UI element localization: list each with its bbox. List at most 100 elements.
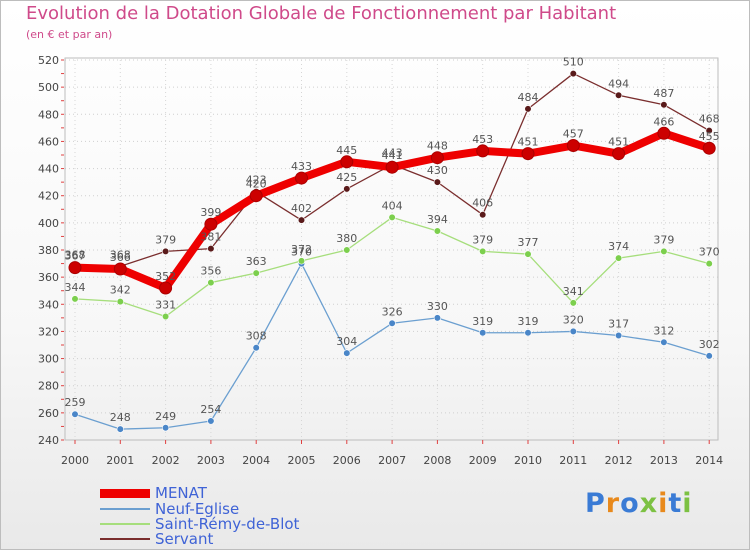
data-label-servant: 487 — [653, 87, 674, 100]
data-label-servant: 402 — [291, 202, 312, 215]
data-label-servant: 368 — [110, 248, 131, 261]
data-label-neuf-eglise: 330 — [427, 300, 448, 313]
x-tick-label: 2003 — [197, 454, 225, 467]
data-point-saint-r-my-de-blot — [207, 278, 215, 287]
data-label-servant: 368 — [65, 248, 86, 261]
legend-swatch-saint-remy — [100, 523, 150, 525]
data-point-servant — [433, 178, 442, 186]
data-label-servant: 484 — [518, 91, 539, 104]
data-label-saint-r-my-de-blot: 379 — [472, 233, 493, 246]
data-point-menat — [521, 147, 535, 161]
legend-item-saint-remy: Saint-Rémy-de-Blot — [100, 515, 299, 533]
data-point-saint-r-my-de-blot — [433, 227, 442, 235]
data-point-neuf-eglise — [614, 331, 623, 340]
data-point-servant — [162, 247, 170, 255]
data-label-saint-r-my-de-blot: 379 — [653, 233, 674, 246]
legend-item-menat: MENAT — [100, 484, 207, 502]
data-point-menat — [159, 281, 173, 295]
data-label-saint-r-my-de-blot: 344 — [65, 281, 86, 294]
data-point-neuf-eglise — [660, 338, 668, 346]
data-point-saint-r-my-de-blot — [297, 257, 306, 265]
data-point-menat — [340, 155, 354, 169]
x-tick-label: 2006 — [333, 454, 361, 467]
legend-item-neuf-eglise: Neuf-Eglise — [100, 500, 240, 518]
proxiti-logo: Proxiti — [585, 488, 693, 519]
data-point-menat — [566, 139, 580, 152]
data-label-neuf-eglise: 319 — [472, 315, 493, 328]
y-tick-label: 320 — [38, 325, 59, 338]
y-tick-label: 380 — [38, 244, 59, 257]
data-point-servant — [614, 91, 623, 99]
data-point-neuf-eglise — [71, 410, 79, 418]
data-label-neuf-eglise: 319 — [518, 315, 539, 328]
data-label-menat: 466 — [653, 115, 674, 128]
x-tick-label: 2013 — [650, 454, 678, 467]
logo-letter: P — [585, 488, 606, 519]
data-label-servant: 430 — [427, 164, 448, 177]
x-axis: 2000 2001 2002 2003 2004 2005 2006 2007 2008 2009… — [61, 440, 723, 467]
data-point-menat — [430, 151, 444, 165]
plot-border — [64, 57, 719, 441]
logo-letter: x — [639, 488, 659, 519]
data-label-neuf-eglise: 370 — [291, 246, 312, 259]
data-label-servant: 379 — [155, 233, 176, 246]
data-point-saint-r-my-de-blot — [252, 269, 260, 277]
data-point-menat — [385, 160, 399, 174]
data-label-menat: 448 — [427, 140, 448, 153]
legend-label-neuf-eglise: Neuf-Eglise — [155, 500, 240, 518]
data-label-neuf-eglise: 317 — [608, 318, 629, 331]
y-tick-label: 300 — [38, 353, 59, 366]
x-tick-label: 2005 — [288, 454, 316, 467]
x-tick-label: 2014 — [695, 454, 723, 467]
data-label-menat: 453 — [472, 133, 493, 146]
data-point-neuf-eglise — [343, 349, 351, 357]
x-tick-label: 2004 — [242, 454, 270, 467]
data-label-neuf-eglise: 302 — [699, 338, 720, 351]
y-tick-label: 240 — [38, 434, 59, 447]
series-layer — [68, 69, 716, 433]
data-point-menat — [702, 141, 716, 155]
data-label-neuf-eglise: 308 — [246, 330, 267, 343]
logo-letter: r — [605, 488, 621, 519]
data-label-saint-r-my-de-blot: 404 — [382, 199, 403, 212]
data-label-saint-r-my-de-blot: 370 — [699, 246, 720, 259]
data-labels: 259 248 249 254 308 370 304 326 330 319 319 320 317 3… — [65, 56, 720, 425]
data-point-servant — [705, 126, 713, 135]
data-point-menat — [295, 171, 308, 185]
data-label-menat: 451 — [608, 136, 629, 149]
y-tick-label: 340 — [38, 298, 59, 311]
data-label-menat: 399 — [200, 206, 221, 219]
data-point-saint-r-my-de-blot — [71, 295, 79, 303]
data-point-saint-r-my-de-blot — [162, 312, 170, 321]
data-label-neuf-eglise: 259 — [65, 396, 86, 409]
x-tick-label: 2000 — [61, 454, 89, 467]
data-point-servant — [297, 216, 306, 224]
grid — [64, 57, 719, 441]
data-label-neuf-eglise: 248 — [110, 411, 131, 424]
data-label-saint-r-my-de-blot: 394 — [427, 213, 448, 226]
y-tick-label: 420 — [38, 190, 59, 203]
data-label-servant: 510 — [563, 56, 584, 69]
data-label-menat: 352 — [155, 270, 176, 283]
data-label-menat: 445 — [336, 144, 357, 157]
y-tick-label: 360 — [38, 271, 59, 284]
data-point-menat — [657, 126, 671, 140]
data-point-neuf-eglise — [388, 319, 396, 327]
data-point-neuf-eglise — [207, 417, 215, 425]
data-label-servant: 423 — [246, 174, 267, 187]
data-label-servant: 425 — [336, 171, 357, 184]
legend-swatch-neuf-eglise — [100, 508, 150, 510]
chart-subtitle: (en € et par an) — [26, 28, 113, 41]
data-label-saint-r-my-de-blot: 331 — [155, 299, 176, 312]
y-tick-label: 480 — [38, 108, 59, 121]
data-point-servant — [343, 185, 351, 193]
data-point-saint-r-my-de-blot — [569, 299, 577, 307]
data-label-menat: 451 — [518, 136, 539, 149]
data-point-saint-r-my-de-blot — [660, 247, 668, 255]
data-point-neuf-eglise — [479, 329, 487, 337]
data-label-saint-r-my-de-blot: 374 — [608, 240, 629, 253]
data-label-saint-r-my-de-blot: 372 — [291, 243, 312, 256]
legend-swatch-servant — [100, 538, 150, 540]
data-point-menat — [68, 261, 82, 275]
